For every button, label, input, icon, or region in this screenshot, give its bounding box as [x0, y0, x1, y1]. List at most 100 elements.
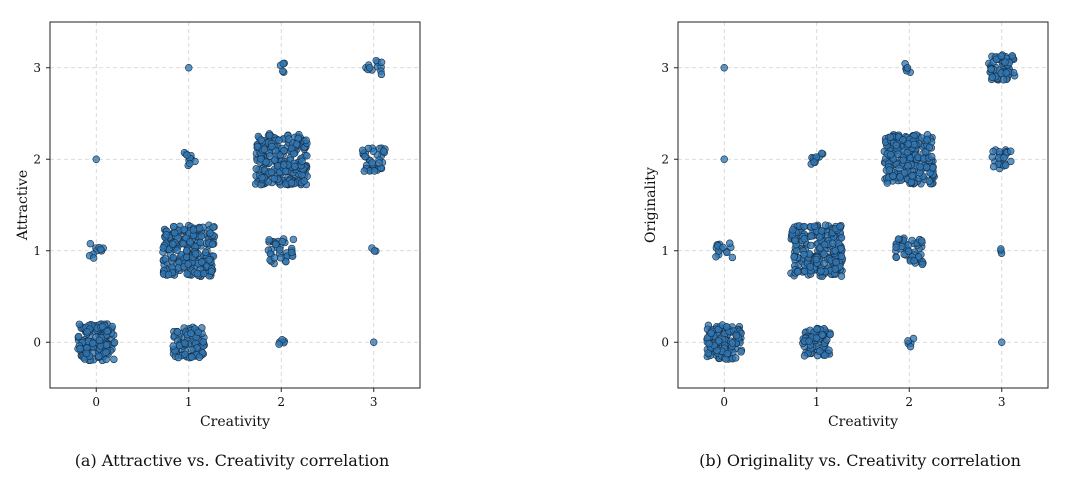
scatter-point: [276, 254, 285, 262]
scatter-point: [270, 174, 279, 183]
scatter-point: [270, 254, 279, 262]
scatter-point: [188, 346, 196, 354]
scatter-point: [169, 253, 178, 262]
scatter-point: [95, 336, 104, 345]
scatter-point: [282, 257, 290, 266]
scatter-point: [831, 265, 840, 273]
scatter-point: [257, 155, 265, 163]
axis-ticks: 0 1 2 3 0 1 2 3: [33, 61, 377, 409]
scatter-point: [818, 149, 826, 158]
x-tick-label: 1: [185, 395, 193, 409]
scatter-point: [300, 177, 308, 185]
scatter-point: [894, 150, 902, 158]
scatter-point: [997, 245, 1005, 253]
scatter-point: [89, 254, 98, 262]
scatter-point: [720, 64, 728, 72]
scatter-point: [379, 147, 388, 155]
scatter-point: [169, 240, 177, 248]
scatter-point: [997, 52, 1005, 60]
scatter-point: [907, 178, 916, 186]
scatter-point: [818, 331, 826, 339]
scatter-point: [918, 260, 927, 269]
scatter-point: [723, 323, 731, 331]
scatter-point: [74, 332, 83, 341]
scatter-point: [917, 237, 926, 245]
scatter-point: [257, 136, 265, 144]
scatter-point: [800, 250, 808, 259]
scatter-point: [375, 159, 383, 167]
scatter-point: [886, 133, 895, 142]
scatter-point: [276, 246, 284, 254]
x-tick-label: 3: [370, 395, 378, 409]
scatter-point: [201, 248, 210, 257]
scatter-point: [816, 347, 824, 355]
scatter-point: [102, 348, 110, 356]
scatter-points: [74, 56, 389, 365]
scatter-point: [195, 353, 204, 361]
scatter-point: [186, 238, 194, 246]
scatter-point: [180, 339, 189, 347]
scatter-point: [925, 177, 934, 185]
scatter-point: [258, 173, 266, 182]
scatter-point: [1008, 52, 1017, 60]
scatter-point: [159, 244, 167, 252]
scatter-point: [183, 151, 191, 159]
scatter-point: [82, 349, 91, 358]
scatter-point: [98, 322, 107, 331]
scatter-point: [284, 135, 293, 143]
scatter-point: [789, 226, 797, 234]
scatter-point: [825, 346, 833, 354]
scatter-point: [188, 353, 196, 361]
scatter-point: [1002, 69, 1010, 77]
y-tick-label: 2: [33, 152, 41, 166]
scatter-point: [904, 140, 912, 148]
x-tick-label: 0: [92, 395, 100, 409]
scatter-point: [110, 338, 119, 347]
scatter-point: [370, 247, 379, 255]
scatter-point: [275, 340, 283, 348]
scatter-point: [209, 223, 217, 231]
scatter-point: [791, 236, 799, 245]
x-tick-label: 1: [813, 395, 821, 409]
scatter-point: [989, 147, 997, 156]
scatter-point: [76, 344, 84, 353]
scatter-point: [820, 250, 828, 258]
scatter-point: [253, 142, 262, 151]
x-tick-label: 2: [905, 395, 913, 409]
y-tick-label: 1: [33, 244, 41, 258]
scatter-point: [279, 59, 287, 68]
scatter-point: [173, 328, 182, 336]
scatter-point: [821, 351, 829, 359]
scatter-point: [704, 349, 712, 357]
scatter-point: [193, 269, 202, 278]
y-axis-label: Originality: [643, 167, 659, 243]
scatter-point: [262, 158, 270, 166]
scatter-point: [989, 162, 998, 171]
scatter-point: [179, 239, 187, 248]
scatter-point: [831, 247, 839, 255]
scatter-point: [280, 161, 288, 169]
scatter-point: [817, 227, 826, 235]
scatter-point: [162, 231, 171, 239]
scatter-point: [205, 256, 213, 264]
scatter-point: [95, 352, 103, 361]
scatter-point: [895, 164, 903, 172]
scatter-point: [287, 248, 296, 257]
scatter-point: [196, 238, 205, 247]
scatter-point: [723, 349, 732, 358]
scatter-point: [186, 159, 194, 168]
scatter-point: [910, 257, 918, 265]
scatter-point: [187, 329, 195, 337]
scatter-point: [191, 250, 200, 258]
scatter-point: [370, 167, 379, 175]
scatter-point: [182, 246, 191, 255]
scatter-point: [275, 136, 283, 144]
scatter-point: [916, 163, 924, 171]
scatter-point: [1000, 153, 1008, 162]
scatter-point: [252, 165, 260, 173]
scatter-point: [360, 167, 368, 175]
scatter-point: [97, 245, 105, 254]
scatter-point: [908, 172, 916, 180]
scatter-point: [726, 239, 734, 247]
scatter-point: [810, 158, 818, 166]
